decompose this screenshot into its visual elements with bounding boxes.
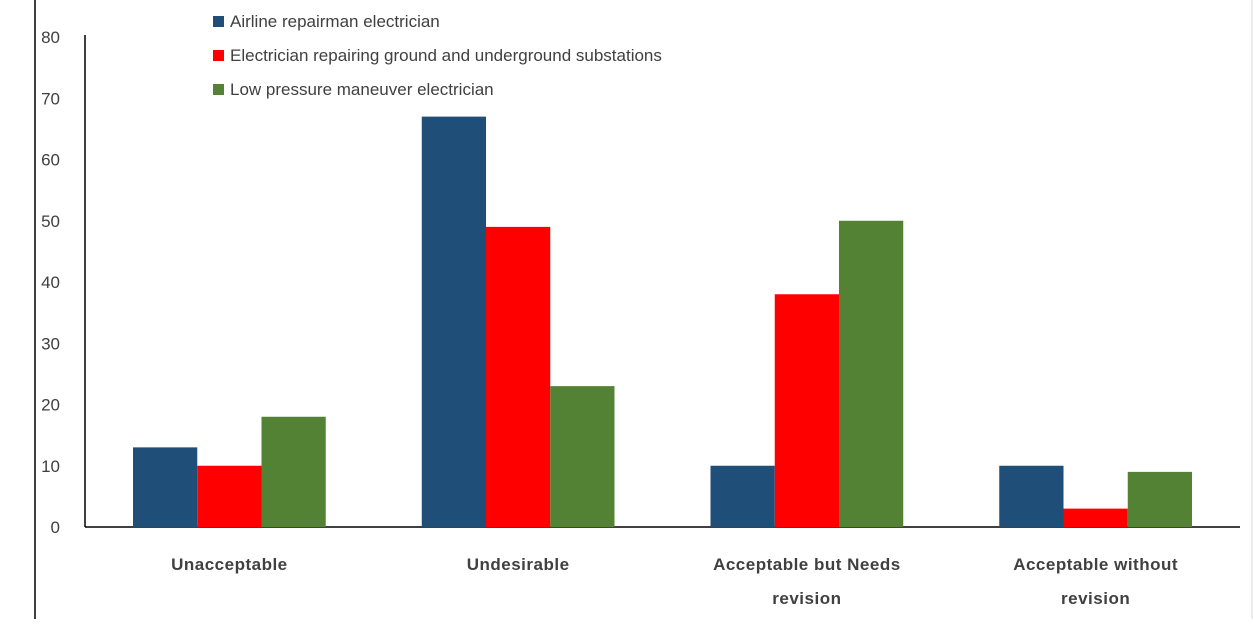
category-label: Undesirable: [467, 555, 570, 574]
legend-swatch: [213, 16, 224, 27]
y-tick-label: 80: [41, 28, 60, 47]
bar: [197, 465, 262, 527]
category-labels: Unacceptable Undesirable Acceptable but Ne…: [171, 555, 1178, 608]
y-tick-label: 30: [41, 334, 60, 353]
bars: [133, 116, 1192, 527]
bar: [421, 116, 487, 527]
legend-label: Airline repairman electrician: [230, 12, 440, 31]
bar: [486, 226, 551, 527]
bar: [774, 294, 839, 527]
y-tick-label: 20: [41, 396, 60, 415]
bar: [838, 220, 904, 527]
category-label: Acceptable without: [1013, 555, 1178, 574]
bar: [133, 447, 198, 527]
bar: [999, 465, 1064, 527]
bar: [1063, 508, 1128, 527]
bar: [710, 465, 775, 527]
category-label: Unacceptable: [171, 555, 288, 574]
y-tick-label: 10: [41, 457, 60, 476]
y-tick-label: 70: [41, 89, 60, 108]
bar: [1127, 471, 1192, 527]
legend-swatch: [213, 50, 224, 61]
legend: Airline repairman electrician Electrician…: [213, 12, 662, 99]
bar: [261, 416, 326, 527]
y-tick-label: 0: [51, 518, 60, 537]
category-label: revision: [1061, 589, 1130, 608]
category-label: revision: [772, 589, 841, 608]
legend-swatch: [213, 84, 224, 95]
legend-label: Electrician repairing ground and undergr…: [230, 46, 662, 65]
bar: [550, 386, 615, 527]
y-tick-label: 60: [41, 151, 60, 170]
y-tick-label: 50: [41, 212, 60, 231]
category-label: Acceptable but Needs: [713, 555, 901, 574]
legend-label: Low pressure maneuver electrician: [230, 80, 494, 99]
y-tick-label: 40: [41, 273, 60, 292]
y-axis: 0 10 20 30 40 50 60 70 80: [41, 28, 86, 537]
